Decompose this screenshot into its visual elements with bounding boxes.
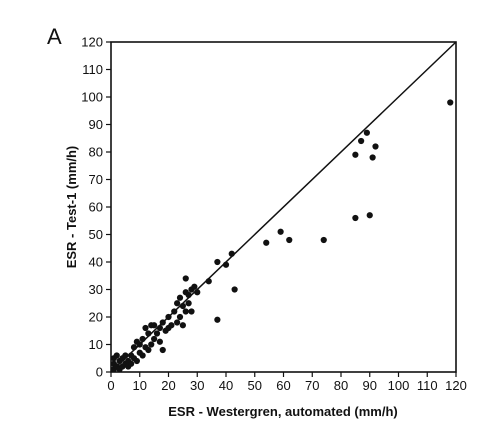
data-point-65 [320,236,327,244]
data-point-24 [142,324,149,332]
data-point-52 [188,308,195,315]
y-tick-label-6: 60 [89,200,103,215]
data-point-42 [174,300,181,307]
data-point-39 [168,322,175,329]
panel-label: A [47,24,62,49]
data-point-25 [145,346,152,354]
data-point-30 [151,322,158,329]
x-tick-label-4: 40 [219,378,233,393]
data-point-60 [228,250,235,257]
x-tick-label-6: 60 [276,378,290,393]
y-tick-label-8: 80 [89,145,103,160]
x-axis-title: ESR - Westergren, automated (mm/h) [168,404,397,419]
data-point-63 [277,228,284,235]
x-tick-label-8: 80 [334,378,348,393]
x-tick-label-2: 20 [161,378,175,393]
data-point-32 [156,338,163,345]
y-axis-title: ESR - Test-1 (mm/h) [64,146,79,269]
x-tick-label-10: 100 [388,378,410,393]
data-point-16 [130,344,138,351]
y-tick-label-9: 90 [89,117,103,132]
x-tick-label-0: 0 [107,378,114,393]
x-tick-label-1: 10 [133,378,147,393]
data-point-21 [139,352,146,359]
data-point-54 [191,283,198,290]
data-point-20 [136,341,143,348]
plot-area: 0 10 20 30 40 50 60 70 80 90 100 110 120 0 10 20 30 40 50 6… [81,35,467,394]
data-point-27 [148,341,155,348]
data-point-58 [214,258,221,266]
data-point-49 [182,275,189,282]
x-tick-label-12: 120 [445,378,467,393]
y-tick-label-4: 40 [89,255,103,270]
data-point-41 [174,319,181,326]
data-point-38 [165,313,172,321]
data-point-22 [139,335,146,343]
data-point-40 [171,308,178,315]
data-point-47 [182,308,189,315]
data-point-31 [153,330,161,337]
x-tick-label-11: 110 [417,378,438,393]
data-point-13 [128,360,135,367]
data-point-4 [113,352,120,359]
data-point-62 [263,239,270,246]
x-tick-label-5: 50 [248,378,262,393]
data-point-29 [151,335,158,343]
y-tick-label-10: 100 [81,90,103,105]
data-point-68 [358,137,365,145]
data-point-51 [185,300,192,307]
data-point-34 [159,346,166,354]
data-point-33 [156,324,163,332]
data-point-44 [176,294,184,301]
y-tick-label-11: 110 [82,62,103,77]
x-tick-label-9: 90 [363,378,377,393]
y-tick-label-0: 0 [96,365,103,380]
x-tick-label-3: 30 [190,378,204,393]
data-point-10 [122,352,129,359]
data-point-66 [352,151,359,158]
data-point-67 [352,214,359,222]
data-point-35 [159,319,166,326]
data-point-71 [369,154,376,161]
x-tick-label-7: 70 [305,378,319,393]
data-point-59 [222,261,230,268]
y-tick-label-2: 20 [89,310,103,325]
data-point-50 [185,291,192,299]
y-tick-label-7: 70 [89,172,103,187]
data-point-70 [366,212,373,219]
data-point-17 [133,357,140,365]
data-point-46 [179,322,186,329]
data-point-72 [372,143,379,150]
data-point-26 [145,330,152,337]
data-point-69 [363,129,370,136]
y-tick-label-1: 10 [89,337,103,352]
y-tick-label-3: 30 [89,282,103,297]
data-point-64 [286,236,293,244]
data-point-55 [194,289,201,296]
data-point-56 [205,278,212,285]
y-tick-label-12: 120 [81,35,103,50]
y-tick-label-5: 50 [89,227,103,242]
data-point-73 [447,99,454,106]
data-point-45 [179,302,186,310]
data-point-61 [231,286,238,293]
data-point-43 [176,313,184,321]
data-point-57 [214,316,221,323]
